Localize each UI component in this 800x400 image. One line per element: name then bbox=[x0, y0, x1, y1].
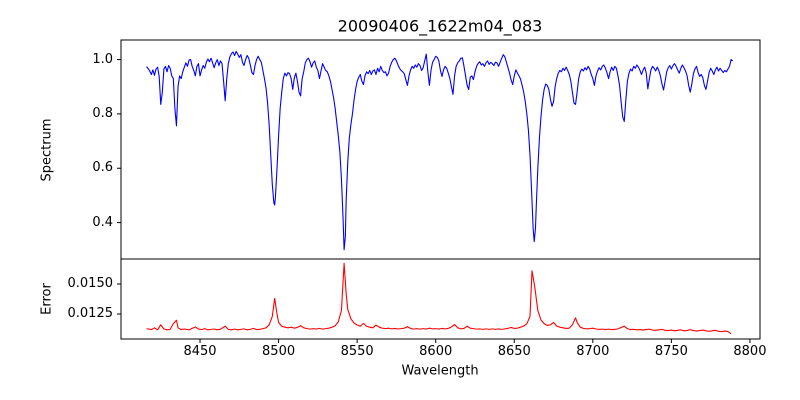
x-tick-label: 8750 bbox=[654, 344, 688, 359]
error-line bbox=[146, 262, 732, 335]
x-tick-label: 8800 bbox=[733, 344, 767, 359]
y-tick-label: 0.8 bbox=[92, 105, 113, 121]
x-tick-label: 8550 bbox=[340, 344, 374, 359]
y-tick-label: 1.0 bbox=[92, 51, 113, 67]
spectrum-line bbox=[146, 50, 734, 251]
x-tick-label: 8500 bbox=[262, 344, 296, 359]
x-tick-label: 8600 bbox=[419, 344, 453, 359]
x-tick-label: 8650 bbox=[497, 344, 531, 359]
wavelength-axis-label: Wavelength bbox=[401, 363, 479, 379]
y-tick-label: 0.0125 bbox=[67, 306, 114, 321]
x-tick-label: 8450 bbox=[183, 344, 217, 359]
y-tick-label: 0.4 bbox=[92, 214, 113, 230]
axes-frame bbox=[120, 258, 761, 340]
y-tick-label: 0.6 bbox=[92, 160, 113, 176]
chart-title: 20090406_1622m04_083 bbox=[337, 16, 543, 36]
x-tick-label: 8700 bbox=[576, 344, 610, 359]
y-tick-label: 0.0150 bbox=[67, 275, 114, 291]
